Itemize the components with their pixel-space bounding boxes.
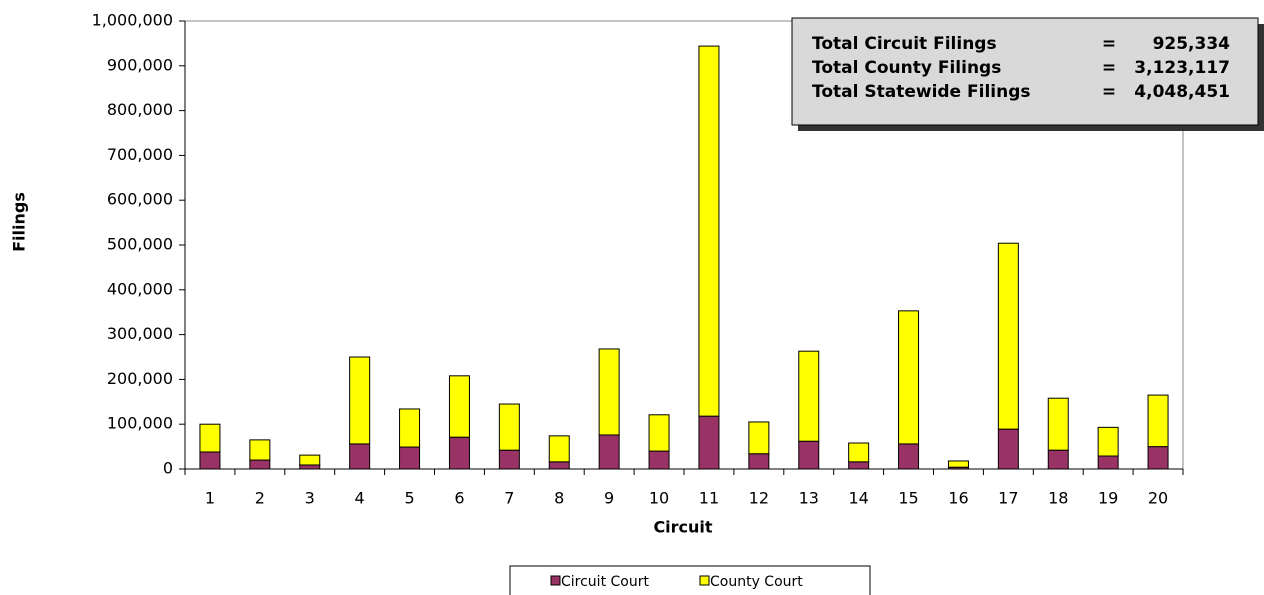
x-tick-label: 3 [305, 489, 315, 508]
annotation-value: 925,334 [1153, 34, 1231, 54]
annotation-label: Total County Filings [812, 58, 1001, 78]
bar-segment [349, 356, 371, 445]
x-tick-label: 17 [998, 489, 1018, 508]
x-tick-label: 12 [749, 489, 769, 508]
bar-segment [1147, 394, 1169, 448]
bar-segment [748, 453, 770, 470]
bar-segment [997, 242, 1019, 430]
x-tick-label: 19 [1098, 489, 1118, 508]
bar-segment [598, 348, 620, 436]
x-tick-label: 18 [1048, 489, 1068, 508]
bar-segment [798, 440, 820, 470]
bar-segment [1097, 426, 1119, 457]
bar-segment [498, 449, 520, 470]
bar-segment [548, 461, 570, 470]
annotation-value: 3,123,117 [1134, 58, 1230, 78]
bar-segment [748, 421, 770, 455]
legend-label: Circuit Court [561, 574, 649, 590]
y-tick-label: 400,000 [107, 279, 173, 298]
bar-segment [399, 408, 421, 448]
bar-segment [399, 446, 421, 470]
x-tick-label: 11 [699, 489, 719, 508]
bar-segment [898, 443, 920, 470]
annotation-value: 4,048,451 [1134, 82, 1230, 102]
x-tick-label: 14 [848, 489, 868, 508]
x-tick-label: 4 [355, 489, 365, 508]
y-tick-label: 0 [163, 459, 173, 478]
bar-segment [648, 450, 670, 470]
bar-segment [299, 454, 321, 466]
x-tick-label: 16 [948, 489, 968, 508]
y-tick-label: 800,000 [107, 100, 173, 119]
bar-segment [947, 460, 969, 468]
y-tick-label: 300,000 [107, 324, 173, 343]
bar-segment [1097, 455, 1119, 470]
bar-segment [1147, 446, 1169, 470]
legend-label: County Court [710, 574, 803, 590]
bar-segment [698, 45, 720, 417]
x-tick-label: 20 [1148, 489, 1168, 508]
y-tick-label: 900,000 [107, 55, 173, 74]
x-tick-label: 13 [799, 489, 819, 508]
bar-segment [997, 428, 1019, 470]
x-tick-label: 1 [205, 489, 215, 508]
x-tick-label: 8 [554, 489, 564, 508]
bar-segment [698, 415, 720, 470]
bar-segment [199, 451, 221, 470]
bar-segment [598, 434, 620, 470]
y-tick-label: 100,000 [107, 414, 173, 433]
y-axis-label: Filings [10, 192, 29, 252]
bar-segment [798, 350, 820, 442]
y-tick-label: 500,000 [107, 235, 173, 254]
y-tick-label: 600,000 [107, 190, 173, 209]
bar-segment [448, 436, 470, 470]
annotation-eq: = [1102, 82, 1116, 102]
x-tick-label: 5 [404, 489, 414, 508]
bar-segment [548, 435, 570, 463]
x-tick-label: 9 [604, 489, 614, 508]
bar-segment [1047, 449, 1069, 470]
annotation-label: Total Statewide Filings [812, 82, 1031, 102]
bar-segment [848, 442, 870, 463]
x-tick-label: 2 [255, 489, 265, 508]
legend-swatch [699, 575, 710, 586]
bar-segment [299, 464, 321, 470]
bar-segment [199, 423, 221, 453]
y-tick-label: 700,000 [107, 145, 173, 164]
bar-segment [448, 375, 470, 438]
bar-segment [1047, 397, 1069, 451]
x-tick-label: 6 [454, 489, 464, 508]
bar-segment [848, 461, 870, 470]
legend-swatch [550, 575, 561, 586]
x-tick-label: 7 [504, 489, 514, 508]
bar-segment [898, 310, 920, 445]
annotation-eq: = [1102, 34, 1116, 54]
bar-segment [349, 443, 371, 470]
annotation-box [791, 17, 1259, 126]
bar-segment [249, 459, 271, 470]
bar-segment [249, 439, 271, 461]
bar-segment [648, 414, 670, 452]
legend-box [509, 565, 871, 595]
annotation-label: Total Circuit Filings [812, 34, 997, 54]
y-tick-label: 1,000,000 [92, 11, 173, 30]
bar-segment [498, 403, 520, 451]
x-tick-label: 15 [898, 489, 918, 508]
annotation-eq: = [1102, 58, 1116, 78]
y-tick-label: 200,000 [107, 369, 173, 388]
x-tick-label: 10 [649, 489, 669, 508]
x-axis-label: Circuit [653, 518, 712, 537]
